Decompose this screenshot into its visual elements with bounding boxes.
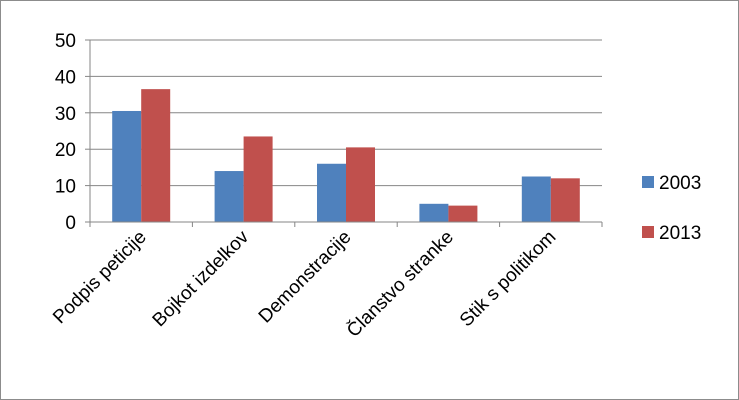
bar-2013-3 [448,205,478,222]
bar-2003-0 [112,110,142,222]
y-tick-label-40: 40 [55,67,76,88]
bars [112,89,580,222]
y-tick-label-10: 10 [55,177,76,198]
bar-2003-1 [214,171,244,222]
y-tick-label-20: 20 [55,140,76,161]
x-category-label-3: Članstvo stranke [342,226,458,342]
x-category-label-2: Demonstracije [255,227,356,328]
y-axis-tick-labels: 0 10 20 30 40 50 [55,31,90,234]
bar-2013-1 [243,136,273,222]
legend-label-2003: 2003 [659,173,701,194]
legend: 2003 2013 [642,173,701,244]
bar-2013-4 [550,178,580,222]
legend-swatch-2003 [642,176,654,188]
y-tick-label-50: 50 [55,31,76,52]
legend-label-2013: 2013 [659,223,701,244]
x-category-label-4: Stik s politikom [456,227,560,331]
bar-2003-4 [521,176,551,222]
y-tick-label-30: 30 [55,104,76,125]
bar-2003-2 [317,163,346,222]
legend-swatch-2013 [642,226,654,238]
bar-2013-2 [346,147,375,222]
x-category-label-1: Bojkot izdelkov [149,226,254,331]
bar-2003-3 [419,203,449,222]
axes [89,40,603,227]
bar-2013-0 [141,89,171,222]
x-category-label-0: Podpis peticije [49,227,150,328]
y-tick-label-0: 0 [65,213,76,234]
